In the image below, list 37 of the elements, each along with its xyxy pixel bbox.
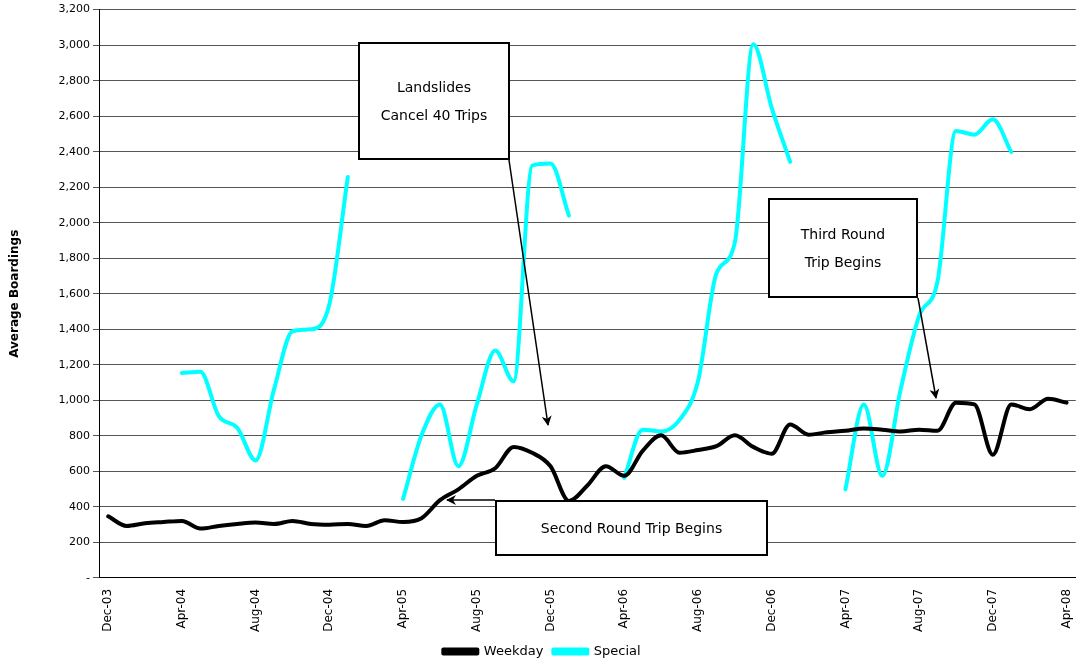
x-tick-label: Dec-07 xyxy=(984,588,999,632)
y-tick-label: 1,600 xyxy=(58,286,90,300)
x-tick-label: Dec-05 xyxy=(542,588,557,632)
y-tick-label: 800 xyxy=(69,428,90,442)
text-box: Landslides Cancel 40 Trips xyxy=(358,42,510,160)
legend-label: Weekday xyxy=(483,642,544,658)
y-tick-label: 2,000 xyxy=(58,215,90,229)
x-tick-label: Aug-05 xyxy=(468,588,483,632)
x-tick-label: Apr-04 xyxy=(174,588,189,629)
y-tick-label: 2,200 xyxy=(58,180,90,194)
x-tick-label: Aug-06 xyxy=(690,588,705,632)
y-tick-label: 1,400 xyxy=(58,322,90,336)
y-tick-label: 2,800 xyxy=(58,73,90,87)
x-tick-label: Aug-04 xyxy=(247,588,262,632)
text-box: Third Round Trip Begins xyxy=(768,198,918,298)
y-tick-label: - xyxy=(86,570,91,584)
y-tick-label: 1,200 xyxy=(58,357,90,371)
y-tick-label: 2,400 xyxy=(58,144,90,158)
y-axis-title: Average Boardings xyxy=(7,229,22,358)
x-tick-label: Apr-06 xyxy=(616,588,631,629)
x-tick-label: Dec-03 xyxy=(100,588,115,632)
y-tick-label: 1,000 xyxy=(58,393,90,407)
y-tick-label: 1,800 xyxy=(58,251,90,265)
y-tick-label: 600 xyxy=(69,464,90,478)
x-tick-label: Dec-04 xyxy=(321,588,336,632)
legend-label: Special xyxy=(593,642,641,658)
y-tick-label: 400 xyxy=(69,499,90,513)
x-tick-label: Dec-06 xyxy=(763,588,778,632)
x-tick-label: Apr-07 xyxy=(837,588,852,629)
text-box: Second Round Trip Begins xyxy=(495,500,768,556)
y-tick-label: 200 xyxy=(69,535,90,549)
x-tick-label: Aug-07 xyxy=(911,588,926,632)
y-tick-label: 3,000 xyxy=(58,37,90,51)
y-tick-label: 2,600 xyxy=(58,109,90,123)
x-tick-label: Apr-05 xyxy=(395,588,410,629)
y-tick-label: 3,200 xyxy=(58,2,90,16)
x-tick-label: Apr-08 xyxy=(1058,588,1073,629)
